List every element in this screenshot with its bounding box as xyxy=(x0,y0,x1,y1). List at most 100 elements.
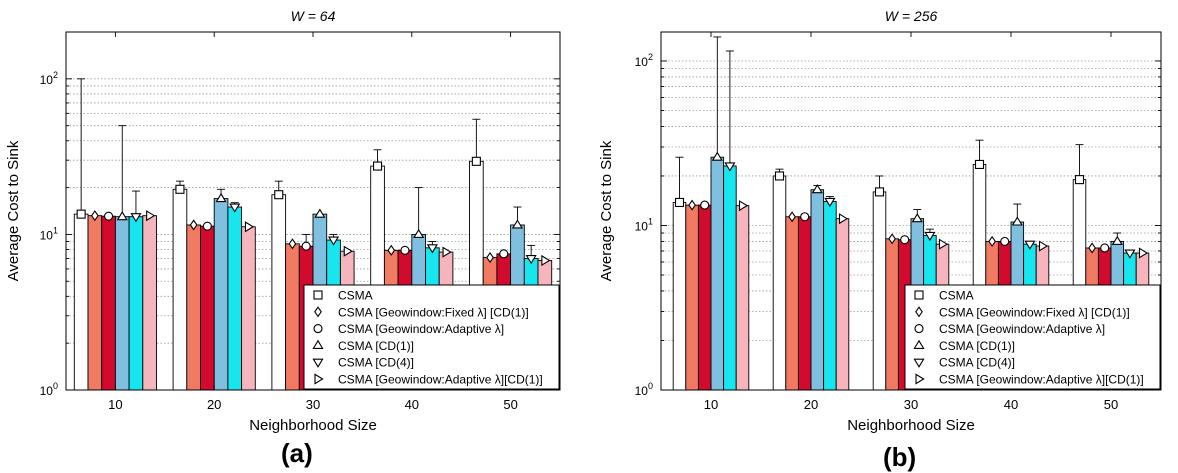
w256-x-tick-label: 10 xyxy=(704,397,718,412)
w64-x-tick-label: 40 xyxy=(405,397,419,412)
w256-point xyxy=(824,197,836,208)
w64-point xyxy=(244,221,255,233)
w64-point xyxy=(343,245,353,257)
w64-point xyxy=(387,244,396,256)
w256-legend-marker xyxy=(915,373,925,385)
panel-label-a: (a) xyxy=(281,438,313,468)
w64-bar xyxy=(227,206,243,391)
w256-point xyxy=(1024,240,1036,250)
w64-legend-marker xyxy=(314,373,324,385)
w64-point xyxy=(301,241,311,251)
w64-point xyxy=(215,192,227,203)
w256-x-tick-label: 20 xyxy=(804,397,818,412)
w64-legend-label: CSMA [Geowindow:Adaptive λ][CD(1)] xyxy=(338,373,543,387)
w64-bar xyxy=(172,188,188,391)
w256-legend: CSMA CSMA [Geowindow:Fixed λ] [CD(1)] CSMA… xyxy=(904,284,1161,390)
w64-legend-marker xyxy=(314,306,322,318)
w64-bar xyxy=(241,226,256,391)
w64-bar xyxy=(73,213,89,391)
w256-bar xyxy=(797,216,812,391)
w256-legend-label: CSMA xyxy=(939,289,974,303)
w256-bar xyxy=(885,238,899,391)
w64-legend-label: CSMA xyxy=(338,289,373,303)
w256-y-axis-label: Average Cost to Sink xyxy=(598,140,615,281)
w64-point xyxy=(426,244,438,254)
w256-point xyxy=(1011,216,1023,226)
w64-point xyxy=(288,238,297,250)
w256-x-axis-label: Neighborhood Size xyxy=(847,417,975,434)
w256-x-tick-label: 50 xyxy=(1104,397,1118,412)
w64-legend-marker xyxy=(312,358,324,368)
w256-y-tick-label: 100 xyxy=(635,381,653,398)
w256-legend-label: CSMA [Geowindow:Fixed λ] [CD(1)] xyxy=(939,305,1130,319)
w256-x-tick-label: 40 xyxy=(1004,397,1018,412)
w64-bar xyxy=(271,194,287,391)
w64-legend: CSMA CSMA [Geowindow:Fixed λ] [CD(1)] CSMA… xyxy=(303,284,560,390)
w64-bar xyxy=(114,216,130,391)
w256-legend-box xyxy=(904,284,1161,390)
w256-bar xyxy=(872,191,887,391)
w64-bar xyxy=(87,215,103,391)
w256-point xyxy=(900,235,910,245)
w256-bar xyxy=(735,205,750,391)
w64-title: W = 64 xyxy=(291,8,336,24)
w64-point xyxy=(104,211,114,221)
w256-bar xyxy=(823,200,837,391)
w256-point xyxy=(888,233,896,245)
w256-point xyxy=(688,199,696,211)
w64-point xyxy=(130,213,142,223)
w256-point xyxy=(974,159,985,169)
w256-title: W = 256 xyxy=(885,8,938,24)
w64-bar xyxy=(285,243,300,391)
w256-x-tick-label: 30 xyxy=(904,397,918,412)
w64-bar xyxy=(142,215,157,391)
w64-point xyxy=(541,254,551,267)
w256-point xyxy=(788,211,796,223)
w256-bar xyxy=(685,204,699,391)
w64-point xyxy=(442,246,452,258)
w256-point xyxy=(1124,249,1136,259)
w64-legend-box xyxy=(303,284,560,390)
w256-legend-marker xyxy=(915,306,923,318)
w256-point xyxy=(1000,236,1010,246)
w256-point xyxy=(924,231,936,242)
w256-bar xyxy=(772,175,787,391)
w64-legend-label: CSMA [CD(4)] xyxy=(338,356,414,370)
w256-point xyxy=(700,200,710,210)
w64-x-tick-label: 10 xyxy=(108,397,122,412)
w64-point xyxy=(202,221,212,231)
w64-legend-label: CSMA [CD(1)] xyxy=(338,339,414,353)
w256-bar xyxy=(697,204,712,391)
w64-x-tick-label: 20 xyxy=(207,397,221,412)
w256-y-tick-label: 102 xyxy=(635,52,653,69)
w64-point xyxy=(76,209,86,219)
w256-point xyxy=(711,151,723,161)
w256-bar xyxy=(785,216,799,391)
w64-legend-label: CSMA [Geowindow:Fixed λ] [CD(1)] xyxy=(338,305,529,319)
w64-point xyxy=(400,245,410,255)
panel-label-b: (b) xyxy=(883,442,917,472)
w256-legend-label: CSMA [CD(4)] xyxy=(939,356,1015,370)
w64-y-ticks xyxy=(66,31,560,391)
w256-point xyxy=(874,187,885,197)
w256-point xyxy=(911,213,923,223)
w64-point xyxy=(471,156,481,166)
chart-w256: 100 101 102 10 20 30 40 50 W = 256 Neighborhood S… xyxy=(598,8,1162,434)
w256-legend-marker xyxy=(914,290,924,300)
w256-bar xyxy=(810,189,825,391)
w64-legend-label: CSMA [Geowindow:Adaptive λ] xyxy=(338,322,504,336)
w64-point xyxy=(189,219,198,231)
w64-x-tick-label: 50 xyxy=(503,397,517,412)
w256-point xyxy=(1111,235,1123,245)
w256-legend-label: CSMA [Geowindow:Adaptive λ][CD(1)] xyxy=(939,373,1144,387)
w64-point xyxy=(274,190,284,200)
w256-point xyxy=(1088,242,1096,254)
w64-point xyxy=(90,210,99,222)
w64-point xyxy=(372,161,383,171)
w256-point xyxy=(1100,243,1110,253)
w256-bar xyxy=(835,218,850,391)
w64-point xyxy=(175,184,185,194)
w256-point xyxy=(1138,247,1149,259)
w256-legend-label: CSMA [CD(1)] xyxy=(939,339,1015,353)
